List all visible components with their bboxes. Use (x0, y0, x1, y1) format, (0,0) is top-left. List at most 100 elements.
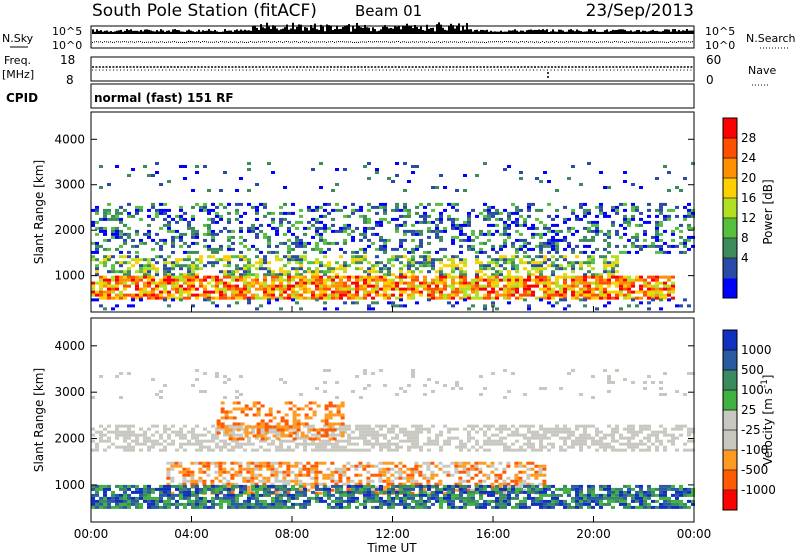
power-cell (271, 281, 275, 285)
velocity-cell (443, 384, 447, 387)
velocity-cell (99, 499, 103, 503)
power-cell (319, 275, 323, 279)
power-cell (459, 278, 463, 282)
velocity-cell (234, 482, 239, 486)
noise-sky-bar (532, 30, 534, 34)
power-cell (435, 296, 439, 300)
power-cell (171, 293, 175, 297)
power-cell (127, 278, 131, 282)
noise-search-point (190, 41, 191, 43)
noise-search-point (684, 41, 685, 43)
power-cell (459, 229, 463, 233)
power-cell (471, 232, 475, 236)
power-cell (391, 247, 395, 251)
velocity-cell (231, 427, 235, 431)
velocity-cell (167, 427, 171, 431)
velocity-cell (395, 442, 399, 446)
velocity-cell (691, 427, 695, 431)
power-cell (191, 267, 195, 271)
power-cell (119, 261, 123, 265)
power-cell (175, 281, 179, 285)
power-cell (679, 189, 683, 192)
power-cell (315, 220, 319, 224)
power-cell (487, 293, 491, 297)
noise-sky-bar (156, 30, 158, 34)
power-cell (295, 267, 299, 271)
velocity-cell (398, 467, 403, 471)
power-cell (247, 275, 251, 279)
power-cell (555, 290, 559, 294)
power-cell (327, 226, 331, 230)
velocity-cell (135, 433, 139, 437)
power-cell (331, 217, 335, 221)
noise-sky-bar (596, 31, 598, 34)
velocity-cell (395, 393, 399, 396)
power-cell (167, 208, 171, 212)
velocity-cell (639, 448, 643, 452)
power-cell (543, 171, 547, 174)
power-cell (479, 250, 483, 254)
power-cell (607, 301, 611, 305)
noise-sky-bar (690, 30, 692, 34)
velocity-cell (232, 407, 237, 411)
power-cell (399, 223, 403, 227)
velocity-cell (306, 467, 311, 471)
power-cell (687, 238, 691, 242)
velocity-cell (503, 436, 507, 440)
power-cell (279, 270, 283, 274)
power-cell (303, 258, 307, 262)
velocity-cell (286, 470, 291, 474)
velocity-cell (635, 430, 639, 434)
power-cell (103, 290, 107, 294)
velocity-cell (599, 445, 603, 449)
power-cell (399, 270, 403, 274)
power-cell (583, 275, 587, 279)
power-cell (547, 202, 551, 206)
power-cell (355, 293, 359, 297)
power-cell (451, 226, 455, 230)
velocity-cell (103, 487, 107, 491)
power-cell (127, 255, 131, 259)
power-cell (375, 247, 379, 251)
velocity-cell (527, 442, 531, 446)
velocity-cell (246, 485, 251, 489)
power-cell (363, 270, 367, 274)
noise-sky-bar (412, 28, 414, 34)
power-cell (343, 229, 347, 233)
velocity-cell (302, 482, 307, 486)
power-cell (427, 214, 431, 218)
power-cell (275, 250, 279, 254)
velocity-cell (91, 487, 95, 491)
power-cell (467, 211, 471, 215)
power-cell (99, 296, 103, 300)
velocity-heatmap (91, 369, 695, 509)
power-cell (335, 290, 339, 294)
velocity-cell (231, 448, 235, 452)
velocity-cell (223, 396, 227, 399)
velocity-cell (483, 430, 487, 434)
power-cell (363, 258, 367, 262)
velocity-cell (131, 448, 135, 452)
velocity-cell (571, 445, 575, 449)
noise-search-point (410, 41, 411, 43)
power-cell (467, 307, 471, 311)
velocity-cell (286, 479, 291, 483)
velocity-cell (187, 487, 191, 491)
power-cell (659, 220, 663, 224)
noise-search-point (248, 41, 249, 43)
power-cell (439, 235, 443, 239)
power-cell (207, 226, 211, 230)
noise-search-point (390, 41, 391, 43)
power-cell (663, 214, 667, 218)
power-cell (491, 211, 495, 215)
power-cell (127, 304, 131, 308)
power-cell (335, 307, 339, 311)
noise-search-point (660, 41, 661, 43)
velocity-cell (479, 445, 483, 449)
power-cell (107, 293, 111, 297)
power-cell (339, 255, 343, 259)
power-cell (111, 284, 115, 288)
power-cell (547, 281, 551, 285)
velocity-cell (236, 407, 241, 411)
power-cell (327, 284, 331, 288)
